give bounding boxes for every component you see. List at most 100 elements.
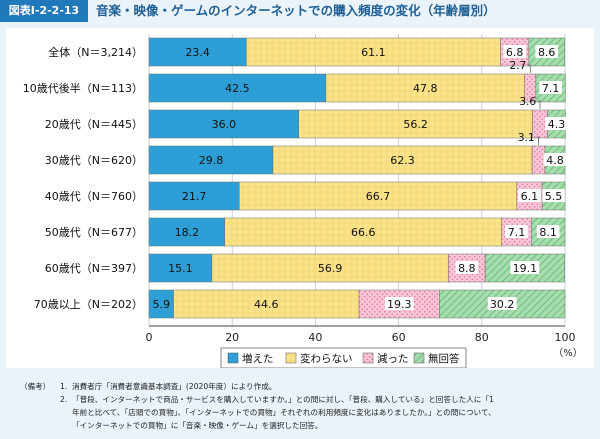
legend-box: [220, 347, 467, 368]
category-label: 30歳代（N＝620）: [45, 154, 143, 167]
bar-segment: [148, 253, 213, 283]
bar-segment: [224, 217, 503, 247]
figure-header: 図表Ⅰ-2-2-13 音楽・映像・ゲームのインターネットでの購入頻度の変化（年齢…: [0, 0, 600, 22]
data-label: 6.1: [521, 190, 539, 203]
data-label-background: [545, 117, 568, 130]
data-label: 29.8: [199, 154, 224, 167]
leader-line: [528, 64, 531, 73]
data-label-background: [510, 261, 540, 274]
notes: （備考） 1. 消費者庁「消費者意識基本調査」(2020年度）により作成。 2.…: [20, 380, 595, 432]
leader-line: [536, 136, 539, 145]
bar-segment: [325, 73, 525, 103]
bar-segment: [531, 145, 546, 175]
data-label: 62.3: [390, 154, 415, 167]
category-label: 70歳以上（N＝202）: [34, 298, 143, 311]
chart-panel: 0 20 40 60 80 100 （%） 全体（N＝3,214） 23.4 61.1 6.8 8.6…: [6, 28, 594, 368]
legend-swatch: [413, 352, 425, 364]
data-label: 2.7: [510, 60, 527, 72]
data-label: 36.0: [212, 118, 237, 131]
data-label: 47.8: [413, 82, 438, 95]
bar-segment: [148, 109, 300, 139]
data-label: 56.2: [403, 118, 428, 131]
legend-swatch: [227, 352, 239, 364]
data-label: 18.2: [175, 226, 200, 239]
note-row: 年前と比べて、「店頭での買物」、「インターネットでの買物」それぞれの利用頻度に変…: [20, 406, 595, 419]
note-number: 1.: [60, 382, 68, 391]
leader-line: [538, 100, 541, 109]
data-label-background: [542, 189, 565, 202]
stacked-bar-chart: 0 20 40 60 80 100 （%） 全体（N＝3,214） 23.4 61.1 6.8 8.6…: [23, 34, 583, 368]
notes-tag: （備考）: [20, 382, 51, 391]
note-text: 消費者庁「消費者意識基本調査」(2020年度）により作成。: [72, 382, 277, 391]
data-label-background: [505, 225, 528, 238]
data-label: 8.8: [458, 262, 476, 275]
bar-segment: [148, 145, 274, 175]
legend-label: 無回答: [428, 352, 460, 365]
data-label: 56.9: [318, 262, 343, 275]
bar-segment: [298, 109, 533, 139]
data-label: 66.7: [366, 190, 391, 203]
data-label: 3.1: [518, 132, 535, 144]
data-label: 4.8: [546, 154, 564, 167]
figure-label: 図表Ⅰ-2-2-13: [0, 0, 88, 22]
data-label: 7.1: [508, 226, 526, 239]
x-tick-label: 40: [308, 331, 322, 344]
legend-swatch: [285, 352, 297, 364]
category-label: 40歳代（N＝760）: [45, 190, 143, 203]
x-tick-label: 80: [475, 331, 489, 344]
data-label-background: [455, 261, 479, 274]
data-label-background: [487, 297, 517, 310]
data-label: 30.2: [490, 298, 515, 311]
bar-segment: [148, 181, 240, 211]
legend-label: 減った: [377, 352, 409, 365]
category-label: 10歳代後半（N＝113）: [23, 81, 143, 95]
x-tick-label: 100: [555, 331, 576, 344]
figure-title: 音楽・映像・ゲームのインターネットでの購入頻度の変化（年齢層別）: [96, 3, 496, 18]
note-text: 「普段、インターネットで商品・サービスを購入していますか。」との問に対し、「普段…: [72, 395, 494, 404]
data-label-background: [518, 189, 541, 202]
x-tick-label: 60: [392, 331, 406, 344]
note-row: 2. 「普段、インターネットで商品・サービスを購入していますか。」との問に対し、…: [20, 393, 595, 406]
data-label-background: [503, 45, 526, 58]
data-label: 19.1: [513, 262, 538, 275]
data-label-background: [384, 297, 414, 310]
bar-segment: [148, 73, 327, 103]
data-label-background: [543, 153, 567, 166]
legend-label: 増えた: [242, 352, 274, 365]
data-label: 5.9: [153, 298, 171, 311]
data-label: 44.6: [254, 298, 279, 311]
legend-label: 変わらない: [300, 352, 353, 365]
bar-segment: [148, 217, 225, 247]
note-number: 2.: [60, 395, 68, 404]
category-label: 20歳代（N＝445）: [45, 118, 143, 131]
bar-segment: [211, 253, 449, 283]
note-row: （備考） 1. 消費者庁「消費者意識基本調査」(2020年度）により作成。: [20, 380, 595, 393]
data-label-background: [539, 81, 562, 94]
data-label: 15.1: [168, 262, 193, 275]
data-label: 61.1: [361, 46, 386, 59]
category-label: 60歳代（N＝397）: [45, 262, 143, 275]
data-label: 7.1: [542, 82, 560, 95]
note-text: 年前と比べて、「店頭での買物」、「インターネットでの買物」それぞれの利用頻度に変…: [72, 408, 496, 417]
data-label: 4.3: [548, 118, 566, 131]
data-label: 66.6: [351, 226, 376, 239]
note-row: 「インターネットでの買物」に「音楽・映像・ゲーム」を選択した回答。: [20, 419, 595, 432]
data-label-background: [536, 225, 560, 238]
category-label: 全体（N＝3,214）: [48, 45, 143, 59]
data-label: 42.5: [225, 82, 250, 95]
data-label: 8.1: [539, 226, 557, 239]
bar-segment: [246, 37, 501, 67]
data-label: 21.7: [182, 190, 207, 203]
note-text: 「インターネットでの買物」に「音楽・映像・ゲーム」を選択した回答。: [72, 421, 323, 430]
data-label: 5.5: [545, 190, 563, 203]
data-label-background: [535, 45, 558, 58]
category-label: 50歳代（N＝677）: [45, 226, 143, 239]
x-tick-label: 0: [146, 331, 153, 344]
data-label: 19.3: [387, 298, 412, 311]
bar-segment: [173, 289, 360, 319]
bar-segment: [239, 181, 517, 211]
x-axis-unit: （%）: [553, 347, 583, 359]
legend-swatch: [362, 352, 374, 364]
bar-segment: [148, 37, 247, 67]
data-label: 23.4: [185, 46, 210, 59]
